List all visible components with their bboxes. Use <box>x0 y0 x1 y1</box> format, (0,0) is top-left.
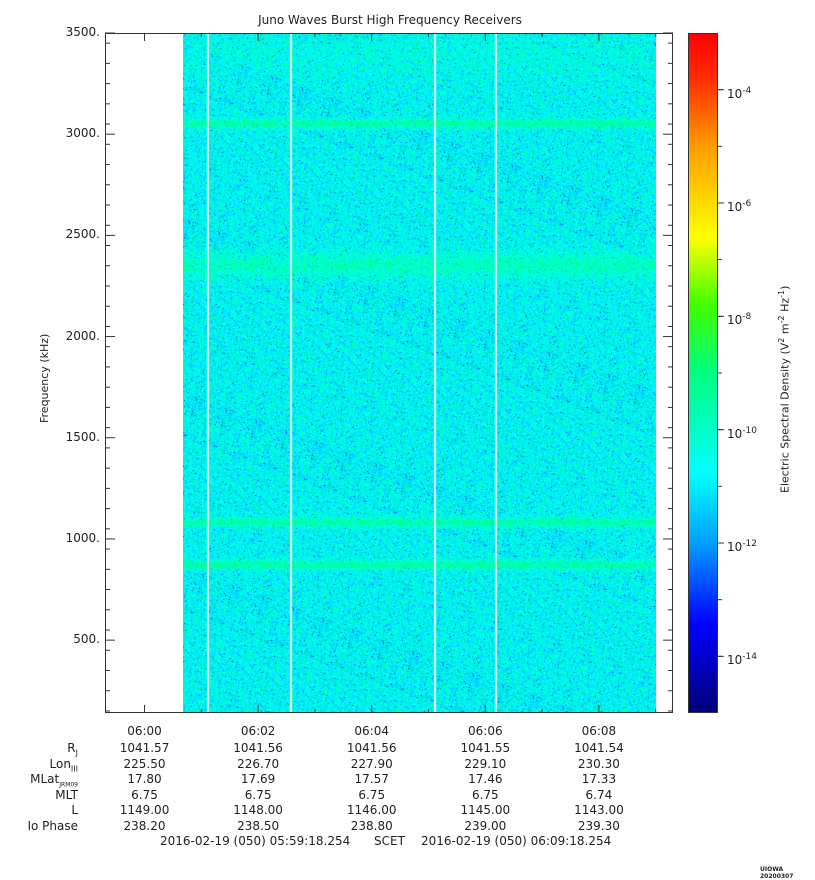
y-tick-label: 2500. <box>65 227 100 242</box>
ephemeris-value: 6.74 <box>585 787 613 802</box>
colorbar-tick-label: 10-4 <box>727 86 751 101</box>
ephemeris-row-label: Io Phase <box>27 819 78 833</box>
ephemeris-label-subscript: III <box>70 763 78 773</box>
colorbar-tick-base: 10 <box>727 86 743 101</box>
x-tick-label: 06:02 <box>240 724 276 738</box>
colorbar-tick-base: 10 <box>727 200 743 214</box>
ephemeris-value: 1041.56 <box>346 741 397 755</box>
ephemeris-value: 239.00 <box>464 818 507 833</box>
stamp-label: UIOWA 20200307 <box>760 866 794 880</box>
colorbar-tick-label: 10-10 <box>727 426 757 441</box>
y-axis-label: Frequency (kHz) <box>38 333 51 423</box>
y-tick-label: 3000. <box>65 126 100 141</box>
colorbar-tick-exponent: -8 <box>742 312 752 323</box>
ephemeris-value: 1041.56 <box>233 741 283 755</box>
colorbar-tick-base: 10 <box>727 653 743 668</box>
y-tick-label: 500. <box>73 632 100 647</box>
ephemeris-value: 238.20 <box>123 818 166 833</box>
ephemeris-value: 6.75 <box>244 787 272 802</box>
ephemeris-value: 226.70 <box>237 756 280 771</box>
ephemeris-value: 230.30 <box>577 756 620 771</box>
ephemeris-value: 6.75 <box>131 787 158 802</box>
colorbar-label: Electric Spectral Density (V2 m-2 Hz-1) <box>777 285 792 493</box>
chart-title: Juno Waves Burst High Frequency Receiver… <box>258 13 522 27</box>
ephemeris-value: 227.90 <box>350 756 393 771</box>
y-tick-label: 3500. <box>65 25 100 39</box>
ephemeris-value: 1041.55 <box>460 741 511 755</box>
ephemeris-value: 1041.54 <box>574 741 624 755</box>
ephemeris-value: 238.80 <box>350 818 393 833</box>
colorbar-tick-label: 10-12 <box>727 539 757 554</box>
footer-scet-label: SCET <box>374 834 405 848</box>
y-tick-label: 2000. <box>65 328 100 343</box>
colorbar-tick-label: 10-6 <box>727 199 751 214</box>
footer-end-time: 2016-02-19 (050) 06:09:18.254 <box>421 834 612 848</box>
ephemeris-label-text: L <box>71 803 78 817</box>
y-tick-label: 1500. <box>65 429 100 444</box>
ephemeris-value: 1143.00 <box>574 803 624 817</box>
ephemeris-value: 229.10 <box>464 756 507 771</box>
colorbar-tick-label: 10-14 <box>727 652 757 667</box>
ephemeris-label-subscript: J <box>75 748 78 758</box>
ephemeris-label-text: MLat <box>30 772 60 786</box>
footer-start-time: 2016-02-19 (050) 05:59:18.254 <box>160 834 351 848</box>
colorbar-tick-exponent: -10 <box>742 425 757 436</box>
ephemeris-value: 17.57 <box>354 772 389 786</box>
ephemeris-value: 17.33 <box>581 772 617 786</box>
ephemeris-value: 1146.00 <box>346 803 397 817</box>
ephemeris-label-subscript: JRM09 <box>59 781 78 789</box>
ephemeris-value: 17.46 <box>468 772 503 786</box>
ephemeris-label-text: Io Phase <box>27 818 78 833</box>
spectrogram-plot <box>105 33 673 713</box>
ephemeris-label-text: R <box>67 741 76 755</box>
ephemeris-row-label: MLT <box>55 788 78 802</box>
ephemeris-row-label: LonIII <box>50 757 79 773</box>
ephemeris-row-label: L <box>71 803 78 817</box>
ephemeris-value: 1145.00 <box>460 803 511 817</box>
ephemeris-value: 1149.00 <box>119 803 170 817</box>
ephemeris-label-text: Lon <box>49 756 71 771</box>
colorbar-label-text: Electric Spectral Density (V <box>778 342 792 493</box>
ephemeris-row-label: MLatJRM09 <box>30 772 78 788</box>
x-tick-label: 06:08 <box>581 724 617 738</box>
colorbar-tick-label: 10-8 <box>727 312 751 327</box>
ephemeris-value: 1041.57 <box>119 741 170 755</box>
x-tick-label: 06:04 <box>354 724 390 738</box>
ephemeris-value: 1148.00 <box>233 803 283 817</box>
x-tick-label: 06:00 <box>127 724 162 738</box>
x-tick-label: 06:06 <box>468 724 503 738</box>
y-tick-label: 1000. <box>65 530 100 545</box>
ephemeris-value: 6.75 <box>471 787 499 802</box>
ephemeris-value: 239.30 <box>577 818 620 833</box>
spectrogram-image <box>183 34 657 712</box>
colorbar-tick-base: 10 <box>727 426 743 441</box>
colorbar-tick-exponent: -12 <box>742 539 757 549</box>
ephemeris-value: 17.69 <box>240 772 276 786</box>
ephemeris-value: 17.80 <box>127 772 162 786</box>
colorbar-tick-exponent: -4 <box>742 85 752 96</box>
colorbar <box>688 33 718 713</box>
colorbar-tick-exponent: -6 <box>742 199 752 209</box>
colorbar-tick-base: 10 <box>727 540 743 554</box>
ephemeris-label-text: MLT <box>55 787 78 802</box>
ephemeris-value: 238.50 <box>237 818 280 833</box>
ephemeris-value: 6.75 <box>358 787 386 802</box>
colorbar-tick-exponent: -14 <box>742 652 757 663</box>
ephemeris-value: 225.50 <box>123 756 166 771</box>
colorbar-tick-base: 10 <box>727 313 743 328</box>
ephemeris-row-label: RJ <box>67 741 78 757</box>
